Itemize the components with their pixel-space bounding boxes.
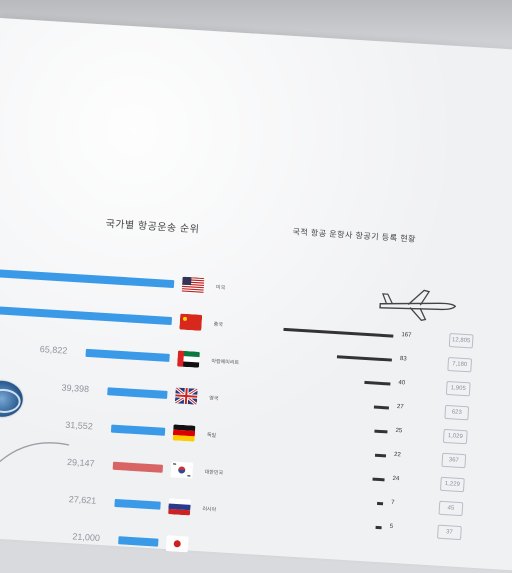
fleet-count-cell: 367 — [441, 452, 467, 469]
fleet-count-cell: 623 — [444, 404, 470, 421]
fleet-count-cell: 7,180 — [447, 356, 473, 373]
country-name: 아랍에미리트 — [211, 358, 240, 367]
fleet-count-cell: 1,229 — [439, 476, 465, 493]
fleet-count-cell: 1,905 — [445, 380, 471, 397]
fleet-value: 167 — [401, 332, 412, 339]
fleet-bar — [364, 380, 391, 386]
country-name: 독일 — [206, 432, 217, 439]
rank-value: 21,000 — [72, 531, 101, 544]
rank-row: 65,822 아랍에미리트 — [0, 341, 280, 369]
fleet-bar — [336, 355, 392, 362]
fleet-bar — [374, 429, 388, 434]
fleet-bar — [374, 453, 387, 458]
fleet-count-cell: 1,029 — [442, 428, 468, 445]
fleet-bar — [283, 327, 394, 338]
fleet-bar — [375, 525, 382, 530]
rank-row: 중국 — [0, 304, 282, 332]
rank-bar — [118, 536, 159, 547]
fleet-count-cell: 37 — [437, 524, 462, 541]
fleet-value: 83 — [399, 356, 407, 363]
fleet-count-cell: 45 — [438, 500, 464, 517]
fleet-bar — [373, 405, 390, 410]
fleet-value: 25 — [395, 427, 403, 435]
china-flag-icon — [179, 313, 203, 331]
fleet-value: 40 — [398, 380, 406, 387]
left-panel-title: 국가별 항공운송 순위 — [105, 218, 200, 236]
right-panel-title: 국적 항공 운항사 항공기 등록 현황 — [292, 227, 417, 244]
rank-bar — [0, 267, 175, 289]
fleet-bar — [376, 501, 384, 506]
rank-row: 31,552 독일 — [0, 415, 275, 443]
rank-value: 65,822 — [39, 344, 68, 356]
rank-row: 39,398 영국 — [0, 378, 277, 406]
fleet-count-cell: 12,805 — [448, 333, 474, 349]
rank-row: 21,000 — [0, 526, 268, 554]
germany-flag-icon — [172, 424, 196, 442]
fleet-value: 22 — [393, 451, 401, 459]
fleet-bar — [372, 477, 385, 482]
usa-flag-icon — [181, 276, 205, 294]
airplane-icon — [379, 289, 457, 321]
route-arc-icon — [0, 442, 70, 469]
fleet-value: 5 — [389, 523, 394, 530]
fleet-value: 24 — [392, 475, 400, 483]
rank-row: 29,147 대한민국 — [0, 452, 273, 480]
rank-value: 31,552 — [64, 419, 94, 432]
korea-flag-icon — [170, 461, 194, 479]
japan-flag-icon — [165, 535, 189, 553]
fleet-value: 7 — [390, 499, 395, 506]
country-name: 미국 — [215, 284, 226, 292]
fleet-value: 27 — [396, 403, 404, 411]
uae-flag-icon — [177, 350, 200, 368]
rank-row: 미국 — [0, 267, 284, 296]
uk-flag-icon — [174, 387, 198, 405]
